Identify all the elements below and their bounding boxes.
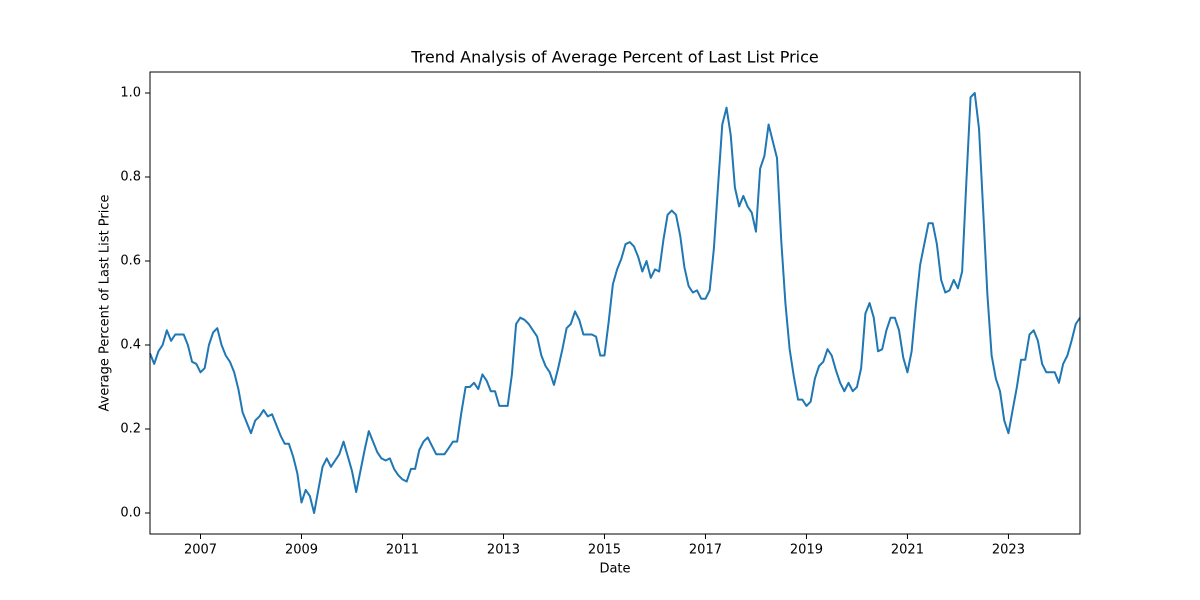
x-tick-label: 2007: [184, 543, 217, 558]
x-tick-label: 2015: [588, 543, 621, 558]
y-tick-label: 1.0: [120, 86, 141, 101]
x-tick-label: 2023: [992, 543, 1025, 558]
x-tick-label: 2011: [386, 543, 419, 558]
y-tick-label: 0.4: [120, 338, 141, 353]
x-axis-label: Date: [599, 562, 630, 577]
x-tick-label: 2009: [285, 543, 318, 558]
data-line: [149, 92, 1081, 514]
x-tick-label: 2017: [689, 543, 722, 558]
x-tick-label: 2021: [891, 543, 924, 558]
chart-title: Trend Analysis of Average Percent of Las…: [410, 48, 818, 67]
x-tick-label: 2013: [487, 543, 520, 558]
y-tick-label: 0.2: [120, 422, 141, 437]
y-tick-label: 0.8: [120, 170, 141, 185]
y-tick-label: 0.0: [120, 506, 141, 521]
plot-frame: [149, 71, 1081, 535]
y-tick-label: 0.6: [120, 254, 141, 269]
x-tick-label: 2019: [790, 543, 823, 558]
y-axis-label: Average Percent of Last List Price: [98, 194, 113, 411]
